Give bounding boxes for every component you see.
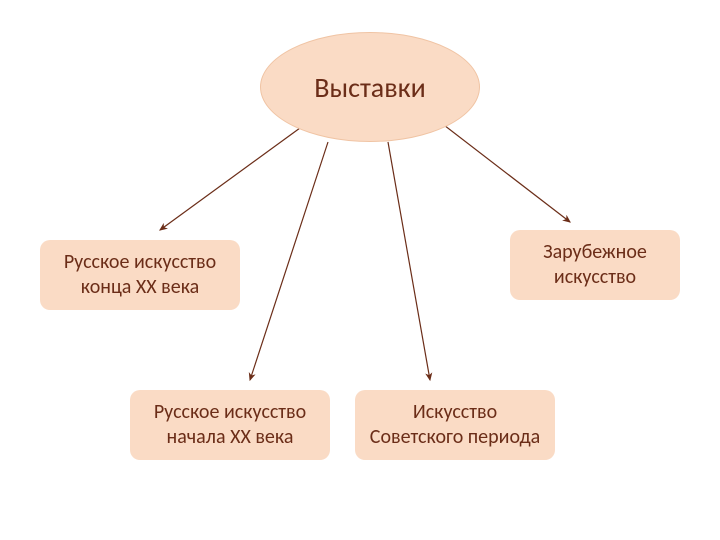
root-label: Выставки — [314, 70, 426, 105]
arrow-3 — [388, 142, 430, 380]
arrow-2 — [250, 142, 328, 380]
child-node-4: Зарубежное искусство — [510, 230, 680, 300]
child-label-3: Искусство Советского периода — [365, 400, 545, 450]
child-node-1: Русское искусство конца XX века — [40, 240, 240, 310]
child-node-3: Искусство Советского периода — [355, 390, 555, 460]
child-label-4: Зарубежное искусство — [520, 240, 670, 290]
arrow-4 — [440, 122, 570, 222]
diagram-canvas: Выставки Русское искусство конца XX века… — [0, 0, 720, 540]
child-label-1: Русское искусство конца XX века — [50, 250, 230, 300]
child-node-2: Русское искусство начала XX века — [130, 390, 330, 460]
child-label-2: Русское искусство начала XX века — [140, 400, 320, 450]
root-node: Выставки — [260, 32, 480, 142]
arrow-1 — [160, 128, 300, 230]
